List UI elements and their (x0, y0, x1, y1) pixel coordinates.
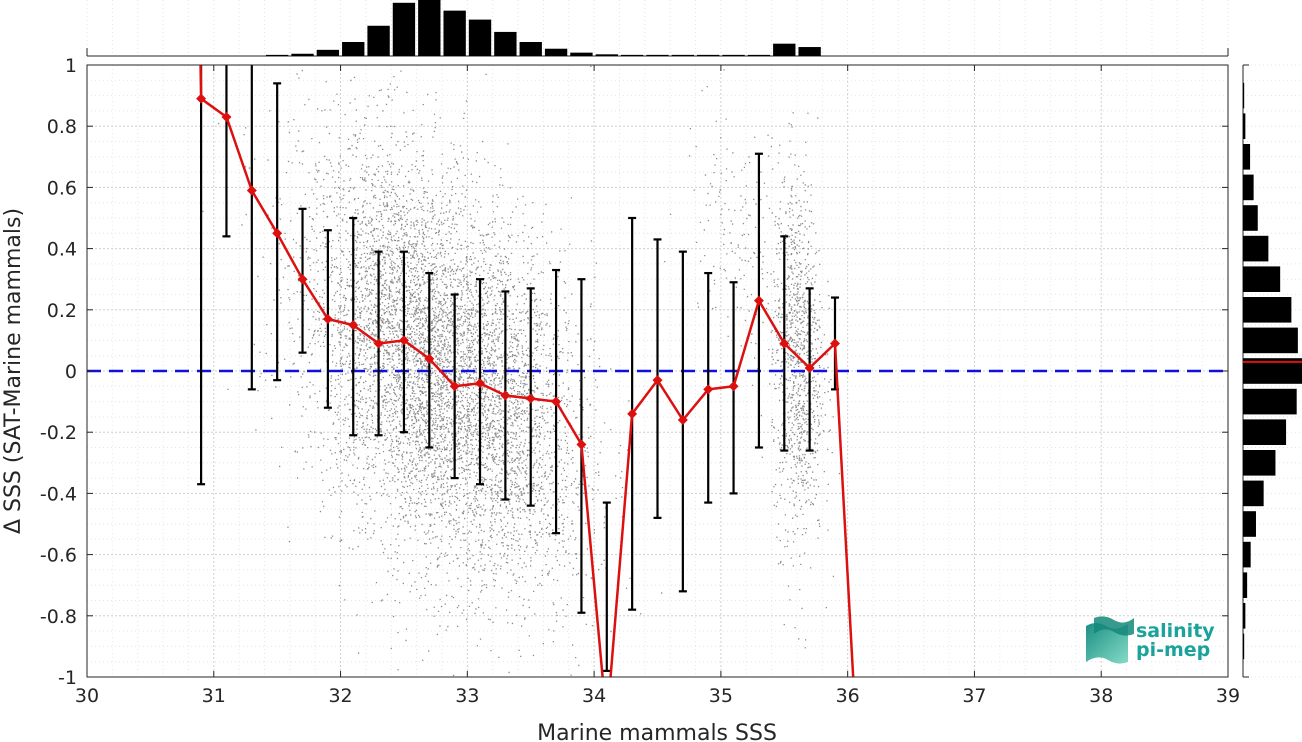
right-hist-bar (1243, 541, 1251, 568)
top-hist-bar (595, 54, 618, 56)
mean-marker (297, 274, 308, 285)
right-hist-bar (1243, 235, 1269, 262)
x-tick-label: 32 (328, 685, 352, 707)
top-hist-bar (671, 54, 695, 56)
mean-marker (551, 396, 562, 407)
logo-line2: pi-mep (1136, 639, 1210, 661)
top-hist-bar (367, 25, 390, 56)
axis-ticks: 30 31 32 33 34 35 36 37 38 39 -1 -0.8 -0.6 -0.4 -0.2 0 0… (40, 55, 1240, 707)
x-axis-title: Marine mammals SSS (537, 721, 777, 742)
mean-marker (728, 381, 739, 392)
mean-marker (500, 390, 511, 401)
right-hist-bar (1243, 633, 1245, 660)
x-tick-label: 35 (709, 685, 733, 707)
y-tick-label: -1 (58, 667, 77, 689)
top-hist-bar (544, 48, 568, 56)
top-hist-bar (773, 43, 796, 56)
mean-marker (246, 185, 257, 196)
top-hist-bar (265, 54, 289, 56)
right-hist-bar (1243, 113, 1246, 139)
salinity-pi-mep-logo: salinity pi-mep (1086, 616, 1215, 664)
top-hist-bar (798, 47, 821, 56)
right-hist-bar (1243, 511, 1256, 537)
x-tick-label: 39 (1216, 685, 1240, 707)
right-hist-bar (1243, 327, 1298, 354)
mean-marker (627, 408, 638, 419)
x-tick-label: 30 (75, 685, 99, 707)
mean-marker (829, 338, 840, 349)
y-axis-title: Δ SSS (SAT-Marine mammals) (1, 208, 26, 534)
y-tick-label: 0.2 (47, 300, 77, 322)
top-hist-bar (392, 2, 416, 57)
mean-marker (398, 335, 409, 346)
x-tick-label: 36 (836, 685, 860, 707)
top-hist-bar (620, 54, 644, 56)
y-tick-label: 0.8 (47, 116, 77, 138)
top-hist-bar (342, 42, 365, 56)
right-hist-bar (1243, 419, 1287, 445)
top-hist-bar (722, 54, 745, 56)
right-hist-bar (1243, 82, 1245, 109)
x-tick-label: 38 (1089, 685, 1113, 707)
mean-line (199, 65, 855, 677)
mean-marker (272, 228, 283, 239)
top-hist-bar (697, 54, 720, 56)
mean-marker (753, 295, 764, 306)
top-hist-bar (418, 0, 441, 56)
top-hist-bar (570, 52, 593, 56)
top-hist-bar (468, 19, 492, 57)
binned-mean-series (196, 65, 855, 677)
right-hist-bar (1243, 450, 1276, 476)
top-hist-bar (291, 53, 314, 56)
mean-marker (475, 378, 486, 389)
x-tick-label: 31 (202, 685, 226, 707)
mean-marker (525, 393, 536, 404)
top-hist-bar (443, 10, 466, 57)
y-tick-label: -0.8 (40, 606, 77, 628)
y-tick-label: 0 (65, 361, 77, 383)
mean-marker (221, 112, 232, 123)
mean-marker (576, 439, 587, 450)
mean-marker (322, 313, 333, 324)
y-tick-label: -0.6 (40, 545, 77, 567)
y-tick-label: -0.2 (40, 422, 77, 444)
right-hist-bar (1243, 144, 1251, 170)
mean-marker (804, 362, 815, 373)
top-hist-bar (747, 54, 771, 56)
mean-marker (424, 353, 435, 364)
y-tick-label: 0.4 (47, 239, 77, 261)
y-tick-label: 1 (65, 55, 77, 77)
right-hist-bar (1243, 205, 1258, 231)
top-histogram (86, 0, 1229, 57)
top-hist-bar (494, 31, 517, 56)
right-hist-bar (1243, 603, 1246, 629)
mean-marker (652, 375, 663, 386)
right-hist-bar (1243, 297, 1292, 323)
top-hist-bar (519, 42, 542, 56)
right-hist-bar (1243, 388, 1297, 415)
top-hist-bar (316, 49, 340, 56)
mean-marker (449, 381, 460, 392)
right-histogram (1242, 64, 1302, 678)
top-hist-bar (646, 54, 669, 56)
mean-marker (779, 338, 790, 349)
logo-line1: salinity (1136, 620, 1215, 642)
mean-marker (348, 320, 359, 331)
y-tick-label: 0.6 (47, 177, 77, 199)
mean-marker (703, 384, 714, 395)
mean-marker (196, 93, 207, 104)
mean-marker (373, 338, 384, 349)
y-tick-label: -0.4 (40, 483, 77, 505)
logo-wave-icon-back (1094, 616, 1134, 636)
x-tick-label: 34 (582, 685, 606, 707)
right-hist-bar (1243, 266, 1281, 292)
mean-marker (677, 414, 688, 425)
x-tick-label: 33 (455, 685, 479, 707)
x-tick-label: 37 (962, 685, 986, 707)
right-hist-bar (1243, 174, 1254, 201)
right-hist-bar (1243, 480, 1264, 507)
right-hist-bar (1243, 572, 1248, 598)
